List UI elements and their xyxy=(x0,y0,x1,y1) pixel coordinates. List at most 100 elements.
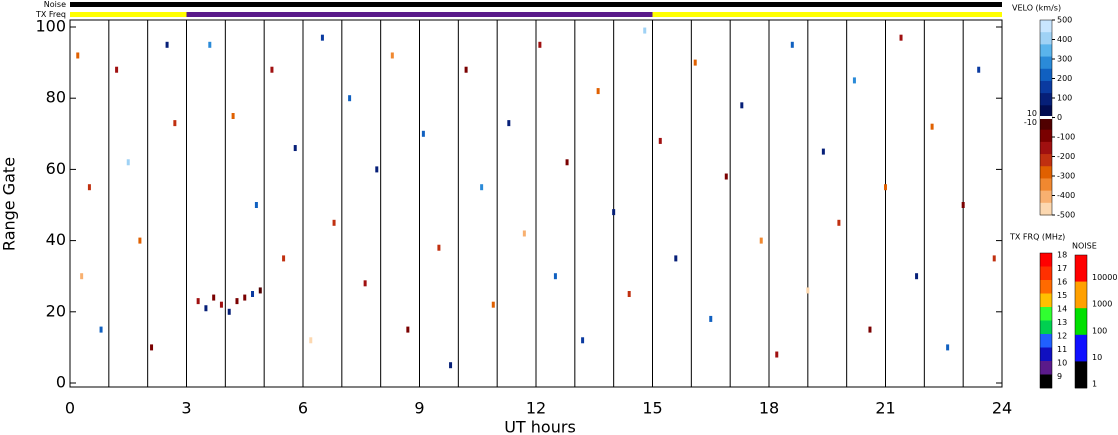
echo-point xyxy=(375,166,379,173)
frequency-tick-label: 14 xyxy=(1057,305,1067,314)
frequency-tick-label: 11 xyxy=(1057,345,1067,354)
velocity-tick-label: 200 xyxy=(1057,74,1072,83)
x-tick-label: 12 xyxy=(526,399,546,418)
noise-tick-label: 1000 xyxy=(1092,300,1112,309)
echo-point xyxy=(775,351,779,358)
echo-point xyxy=(581,337,585,344)
echo-point xyxy=(507,120,511,127)
velocity-inner-tick-label: -10 xyxy=(1024,118,1037,127)
noise-color-band xyxy=(1075,361,1087,389)
frequency-color-band xyxy=(1040,374,1052,389)
x-tick-label: 15 xyxy=(642,399,662,418)
echo-point xyxy=(251,291,255,297)
velocity-tick-label: 300 xyxy=(1057,55,1072,64)
echo-point xyxy=(565,159,569,166)
velocity-color-band xyxy=(1040,56,1052,70)
echo-point xyxy=(693,59,697,66)
echo-point xyxy=(258,287,262,294)
echo-point xyxy=(332,219,336,226)
echo-point xyxy=(449,362,453,369)
frequency-color-band xyxy=(1040,266,1052,281)
velocity-tick-label: -100 xyxy=(1057,133,1075,142)
echo-point xyxy=(596,88,600,95)
y-tick-label: 40 xyxy=(46,230,66,249)
echo-point xyxy=(992,255,996,262)
frequency-color-band xyxy=(1040,320,1052,335)
x-tick-label: 24 xyxy=(992,399,1012,418)
echo-point xyxy=(658,137,662,144)
velocity-color-band xyxy=(1040,20,1052,33)
echo-point xyxy=(87,184,91,191)
echo-point xyxy=(293,145,297,152)
echo-point xyxy=(946,344,950,351)
echo-point xyxy=(243,294,247,301)
frequency-color-band xyxy=(1040,334,1052,348)
velocity-tick-label: 100 xyxy=(1057,94,1072,103)
echo-point xyxy=(99,326,103,333)
echo-point xyxy=(126,159,130,166)
echo-point xyxy=(852,77,856,84)
echo-point xyxy=(363,280,367,287)
velocity-tick-label: -200 xyxy=(1057,152,1075,161)
top-bar-segment xyxy=(186,12,653,17)
echo-point xyxy=(612,209,616,216)
frequency-colorbar-title: TX FRQ (MHz) xyxy=(1009,233,1065,242)
velocity-tick-label: -500 xyxy=(1057,211,1075,220)
echo-point xyxy=(254,202,258,208)
echo-point xyxy=(724,173,728,180)
x-tick-label: 21 xyxy=(875,399,895,418)
echo-point xyxy=(868,326,872,333)
velocity-color-band xyxy=(1040,141,1052,155)
echo-point xyxy=(212,294,216,301)
echo-point xyxy=(627,291,631,297)
frequency-tick-label: 13 xyxy=(1057,318,1067,327)
frequency-color-band xyxy=(1040,347,1052,362)
echo-point xyxy=(219,301,223,308)
echo-point xyxy=(790,41,794,48)
noise-colorbar-frame xyxy=(1074,254,1088,389)
echo-point xyxy=(348,95,352,102)
frequency-tick-label: 18 xyxy=(1057,251,1067,260)
echo-point xyxy=(227,308,231,315)
noise-color-band xyxy=(1075,281,1087,309)
echo-point xyxy=(173,120,177,127)
velocity-color-band xyxy=(1040,117,1052,131)
echo-point xyxy=(806,287,810,294)
noise-colorbar-title: NOISE xyxy=(1072,242,1097,251)
velocity-color-band xyxy=(1040,105,1052,118)
noise-color-band xyxy=(1075,255,1087,282)
y-tick-label: 0 xyxy=(56,373,66,392)
top-bar-label: Noise xyxy=(44,0,66,9)
velocity-tick-label: 0 xyxy=(1057,113,1062,122)
echo-point xyxy=(674,255,678,262)
velocity-color-band xyxy=(1040,129,1052,143)
frequency-tick-label: 16 xyxy=(1057,278,1067,287)
echo-point xyxy=(538,41,542,48)
velocity-inner-tick-label: 10 xyxy=(1027,109,1037,118)
velocity-colorbar-title: VELO (km/s) xyxy=(1012,4,1061,13)
echo-point xyxy=(270,66,274,73)
velocity-color-band xyxy=(1040,44,1052,58)
velocity-color-band xyxy=(1040,32,1052,45)
echo-point xyxy=(553,273,557,280)
echo-point xyxy=(821,148,825,155)
echo-point xyxy=(837,219,841,226)
velocity-tick-label: 500 xyxy=(1057,16,1072,25)
noise-tick-label: 10 xyxy=(1092,353,1102,362)
x-tick-label: 0 xyxy=(65,399,75,418)
echo-point xyxy=(930,123,934,130)
frequency-color-band xyxy=(1040,293,1052,308)
y-tick-label: 60 xyxy=(46,159,66,178)
noise-tick-label: 1 xyxy=(1092,380,1097,389)
x-tick-label: 3 xyxy=(181,399,191,418)
frequency-color-band xyxy=(1040,361,1052,375)
echo-point xyxy=(208,41,212,48)
frequency-tick-label: 9 xyxy=(1057,372,1062,381)
velocity-color-band xyxy=(1040,178,1052,192)
top-bar-label: TX Freq xyxy=(35,10,66,19)
echo-point xyxy=(231,113,235,119)
x-tick-label: 18 xyxy=(759,399,779,418)
echo-point xyxy=(961,202,965,208)
echo-point xyxy=(491,301,495,308)
